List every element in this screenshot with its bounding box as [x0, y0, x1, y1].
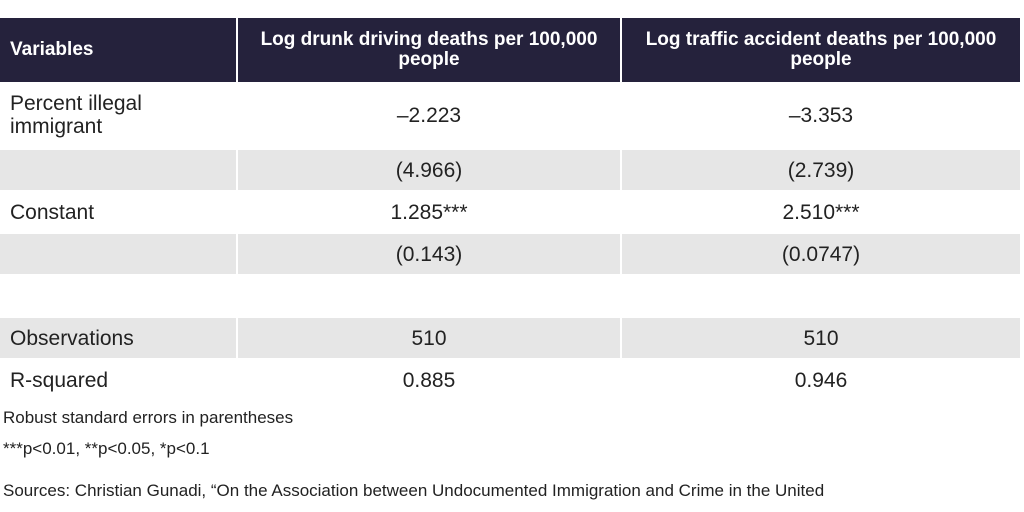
table-cell: –3.353	[622, 82, 1020, 148]
table-cell: Percent illegal immigrant	[0, 82, 236, 148]
table-cell: (0.0747)	[622, 234, 1020, 274]
header-cell: Log drunk driving deaths per 100,000 peo…	[238, 18, 620, 82]
cell-text: (2.739)	[787, 158, 855, 182]
table-cell: 0.946	[622, 360, 1020, 400]
table-cell: 510	[622, 318, 1020, 358]
cell-text: Variables	[10, 39, 94, 60]
note: ***p<0.01, **p<0.05, *p<0.1	[3, 439, 210, 458]
cell-text: 510	[411, 326, 447, 350]
table-cell: Observations	[0, 318, 236, 358]
cell-text: (0.143)	[395, 242, 463, 266]
cell-text: 1.285***	[390, 200, 468, 224]
cell-text: R-squared	[10, 368, 109, 392]
cell-text: Constant	[10, 200, 95, 224]
cell-text: (4.966)	[395, 158, 463, 182]
cell-text: 510	[803, 326, 839, 350]
cell-text: 0.946	[794, 368, 848, 392]
note: Robust standard errors in parentheses	[3, 408, 294, 427]
header-cell: Log traffic accident deaths per 100,000 …	[622, 18, 1020, 82]
cell-text: 0.885	[402, 368, 456, 392]
table-cell: (4.966)	[238, 150, 620, 190]
cell-text: Observations	[10, 326, 134, 350]
header-cell: Variables	[0, 18, 236, 82]
cell-text: 2.510***	[782, 200, 860, 224]
note: Sources: Christian Gunadi, “On the Assoc…	[3, 481, 825, 500]
spacer-row	[0, 276, 1020, 316]
table-cell: 1.285***	[238, 192, 620, 232]
table-cell	[0, 150, 236, 190]
cell-text: Percent illegal immigrant	[10, 92, 142, 138]
table-cell: Constant	[0, 192, 236, 232]
table-cell	[0, 234, 236, 274]
table-cell: –2.223	[238, 82, 620, 148]
table-cell: (0.143)	[238, 234, 620, 274]
cell-text: (0.0747)	[781, 242, 861, 266]
table-cell: 2.510***	[622, 192, 1020, 232]
cell-text: –2.223	[396, 103, 462, 127]
table-cell: (2.739)	[622, 150, 1020, 190]
table-cell: R-squared	[0, 360, 236, 400]
cell-text: Log traffic accident deaths per 100,000 …	[645, 29, 997, 70]
table-cell: 0.885	[238, 360, 620, 400]
cell-text: –3.353	[788, 103, 854, 127]
cell-text: Log drunk driving deaths per 100,000 peo…	[260, 29, 598, 70]
table-cell: 510	[238, 318, 620, 358]
